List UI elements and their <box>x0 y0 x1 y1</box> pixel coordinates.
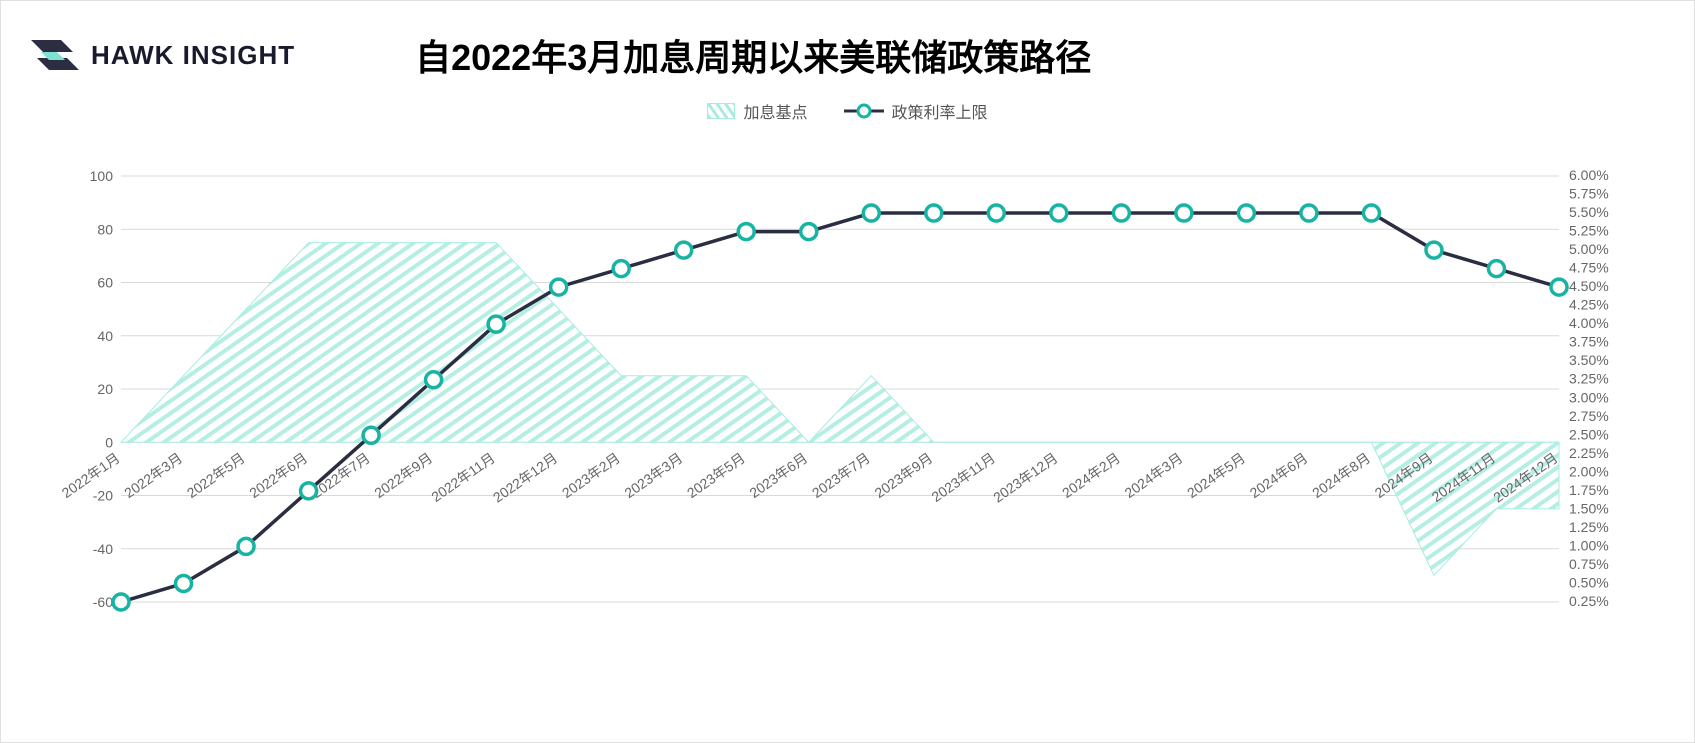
chart-plot-area: -60 -40 -20 0 20 40 60 80 100 0.25% 0.50% 0.75% 1.00… <box>81 156 1614 712</box>
svg-text:1.75%: 1.75% <box>1569 482 1609 498</box>
legend: 加息基点 政策利率上限 <box>1 99 1694 123</box>
svg-text:5.75%: 5.75% <box>1569 186 1609 202</box>
area-swatch-icon <box>707 103 735 119</box>
logo-mark-icon <box>31 34 81 76</box>
svg-text:3.25%: 3.25% <box>1569 371 1609 387</box>
svg-text:3.50%: 3.50% <box>1569 352 1609 368</box>
svg-text:2023年7月: 2023年7月 <box>809 450 873 502</box>
svg-text:2.75%: 2.75% <box>1569 408 1609 424</box>
svg-text:1.25%: 1.25% <box>1569 519 1609 535</box>
svg-text:2022年5月: 2022年5月 <box>184 450 248 502</box>
svg-text:2.50%: 2.50% <box>1569 426 1609 442</box>
svg-text:2.25%: 2.25% <box>1569 445 1609 461</box>
svg-text:5.00%: 5.00% <box>1569 241 1609 257</box>
svg-text:0.75%: 0.75% <box>1569 556 1609 572</box>
svg-text:4.50%: 4.50% <box>1569 278 1609 294</box>
legend-item-area: 加息基点 <box>707 99 807 123</box>
svg-text:0: 0 <box>105 434 113 450</box>
svg-text:0.50%: 0.50% <box>1569 574 1609 590</box>
svg-text:2022年11月: 2022年11月 <box>428 450 498 505</box>
legend-item-line: 政策利率上限 <box>844 99 988 123</box>
svg-text:4.00%: 4.00% <box>1569 315 1609 331</box>
svg-text:-60: -60 <box>93 594 113 610</box>
svg-text:2022年3月: 2022年3月 <box>121 450 185 502</box>
svg-text:100: 100 <box>90 168 114 184</box>
svg-text:20: 20 <box>97 381 113 397</box>
svg-text:2.00%: 2.00% <box>1569 463 1609 479</box>
svg-text:2023年9月: 2023年9月 <box>871 450 935 502</box>
svg-text:-20: -20 <box>93 488 113 504</box>
svg-text:2022年7月: 2022年7月 <box>309 450 373 502</box>
svg-text:4.75%: 4.75% <box>1569 260 1609 276</box>
svg-text:2022年9月: 2022年9月 <box>371 450 435 502</box>
svg-text:6.00%: 6.00% <box>1569 167 1609 183</box>
legend-area-label: 加息基点 <box>743 99 807 123</box>
svg-text:2024年5月: 2024年5月 <box>1184 450 1248 502</box>
chart-svg: -60 -40 -20 0 20 40 60 80 100 0.25% 0.50% 0.75% 1.00… <box>81 156 1614 712</box>
svg-text:40: 40 <box>97 328 113 344</box>
svg-text:2024年6月: 2024年6月 <box>1247 450 1311 502</box>
svg-text:2023年2月: 2023年2月 <box>559 450 623 502</box>
svg-text:2024年3月: 2024年3月 <box>1122 450 1186 502</box>
svg-text:5.50%: 5.50% <box>1569 204 1609 220</box>
svg-text:-40: -40 <box>93 541 113 557</box>
svg-text:2022年12月: 2022年12月 <box>490 450 560 506</box>
svg-text:2023年6月: 2023年6月 <box>746 450 810 502</box>
chart-title: 自2022年3月加息周期以来美联储政策路径 <box>295 29 1664 81</box>
legend-line-label: 政策利率上限 <box>892 99 988 123</box>
svg-text:2024年2月: 2024年2月 <box>1059 450 1123 502</box>
brand-logo: HAWK INSIGHT <box>31 34 295 76</box>
svg-text:1.00%: 1.00% <box>1569 537 1609 553</box>
header: HAWK INSIGHT 自2022年3月加息周期以来美联储政策路径 <box>31 29 1664 81</box>
svg-text:4.25%: 4.25% <box>1569 297 1609 313</box>
line-swatch-icon <box>844 103 884 119</box>
svg-text:3.00%: 3.00% <box>1569 389 1609 405</box>
svg-text:2022年1月: 2022年1月 <box>59 450 123 502</box>
svg-text:80: 80 <box>97 221 113 237</box>
svg-text:0.25%: 0.25% <box>1569 593 1609 609</box>
svg-text:5.25%: 5.25% <box>1569 223 1609 239</box>
svg-text:2023年12月: 2023年12月 <box>990 450 1060 506</box>
svg-text:3.75%: 3.75% <box>1569 334 1609 350</box>
svg-text:2023年3月: 2023年3月 <box>621 450 685 502</box>
chart-card: HAWK INSIGHT 自2022年3月加息周期以来美联储政策路径 加息基点 … <box>0 0 1695 743</box>
svg-text:60: 60 <box>97 275 113 291</box>
svg-text:2023年11月: 2023年11月 <box>928 450 998 505</box>
svg-text:1.50%: 1.50% <box>1569 500 1609 516</box>
brand-name: HAWK INSIGHT <box>91 40 295 71</box>
svg-text:2024年8月: 2024年8月 <box>1309 450 1373 502</box>
svg-text:2023年5月: 2023年5月 <box>684 450 748 502</box>
